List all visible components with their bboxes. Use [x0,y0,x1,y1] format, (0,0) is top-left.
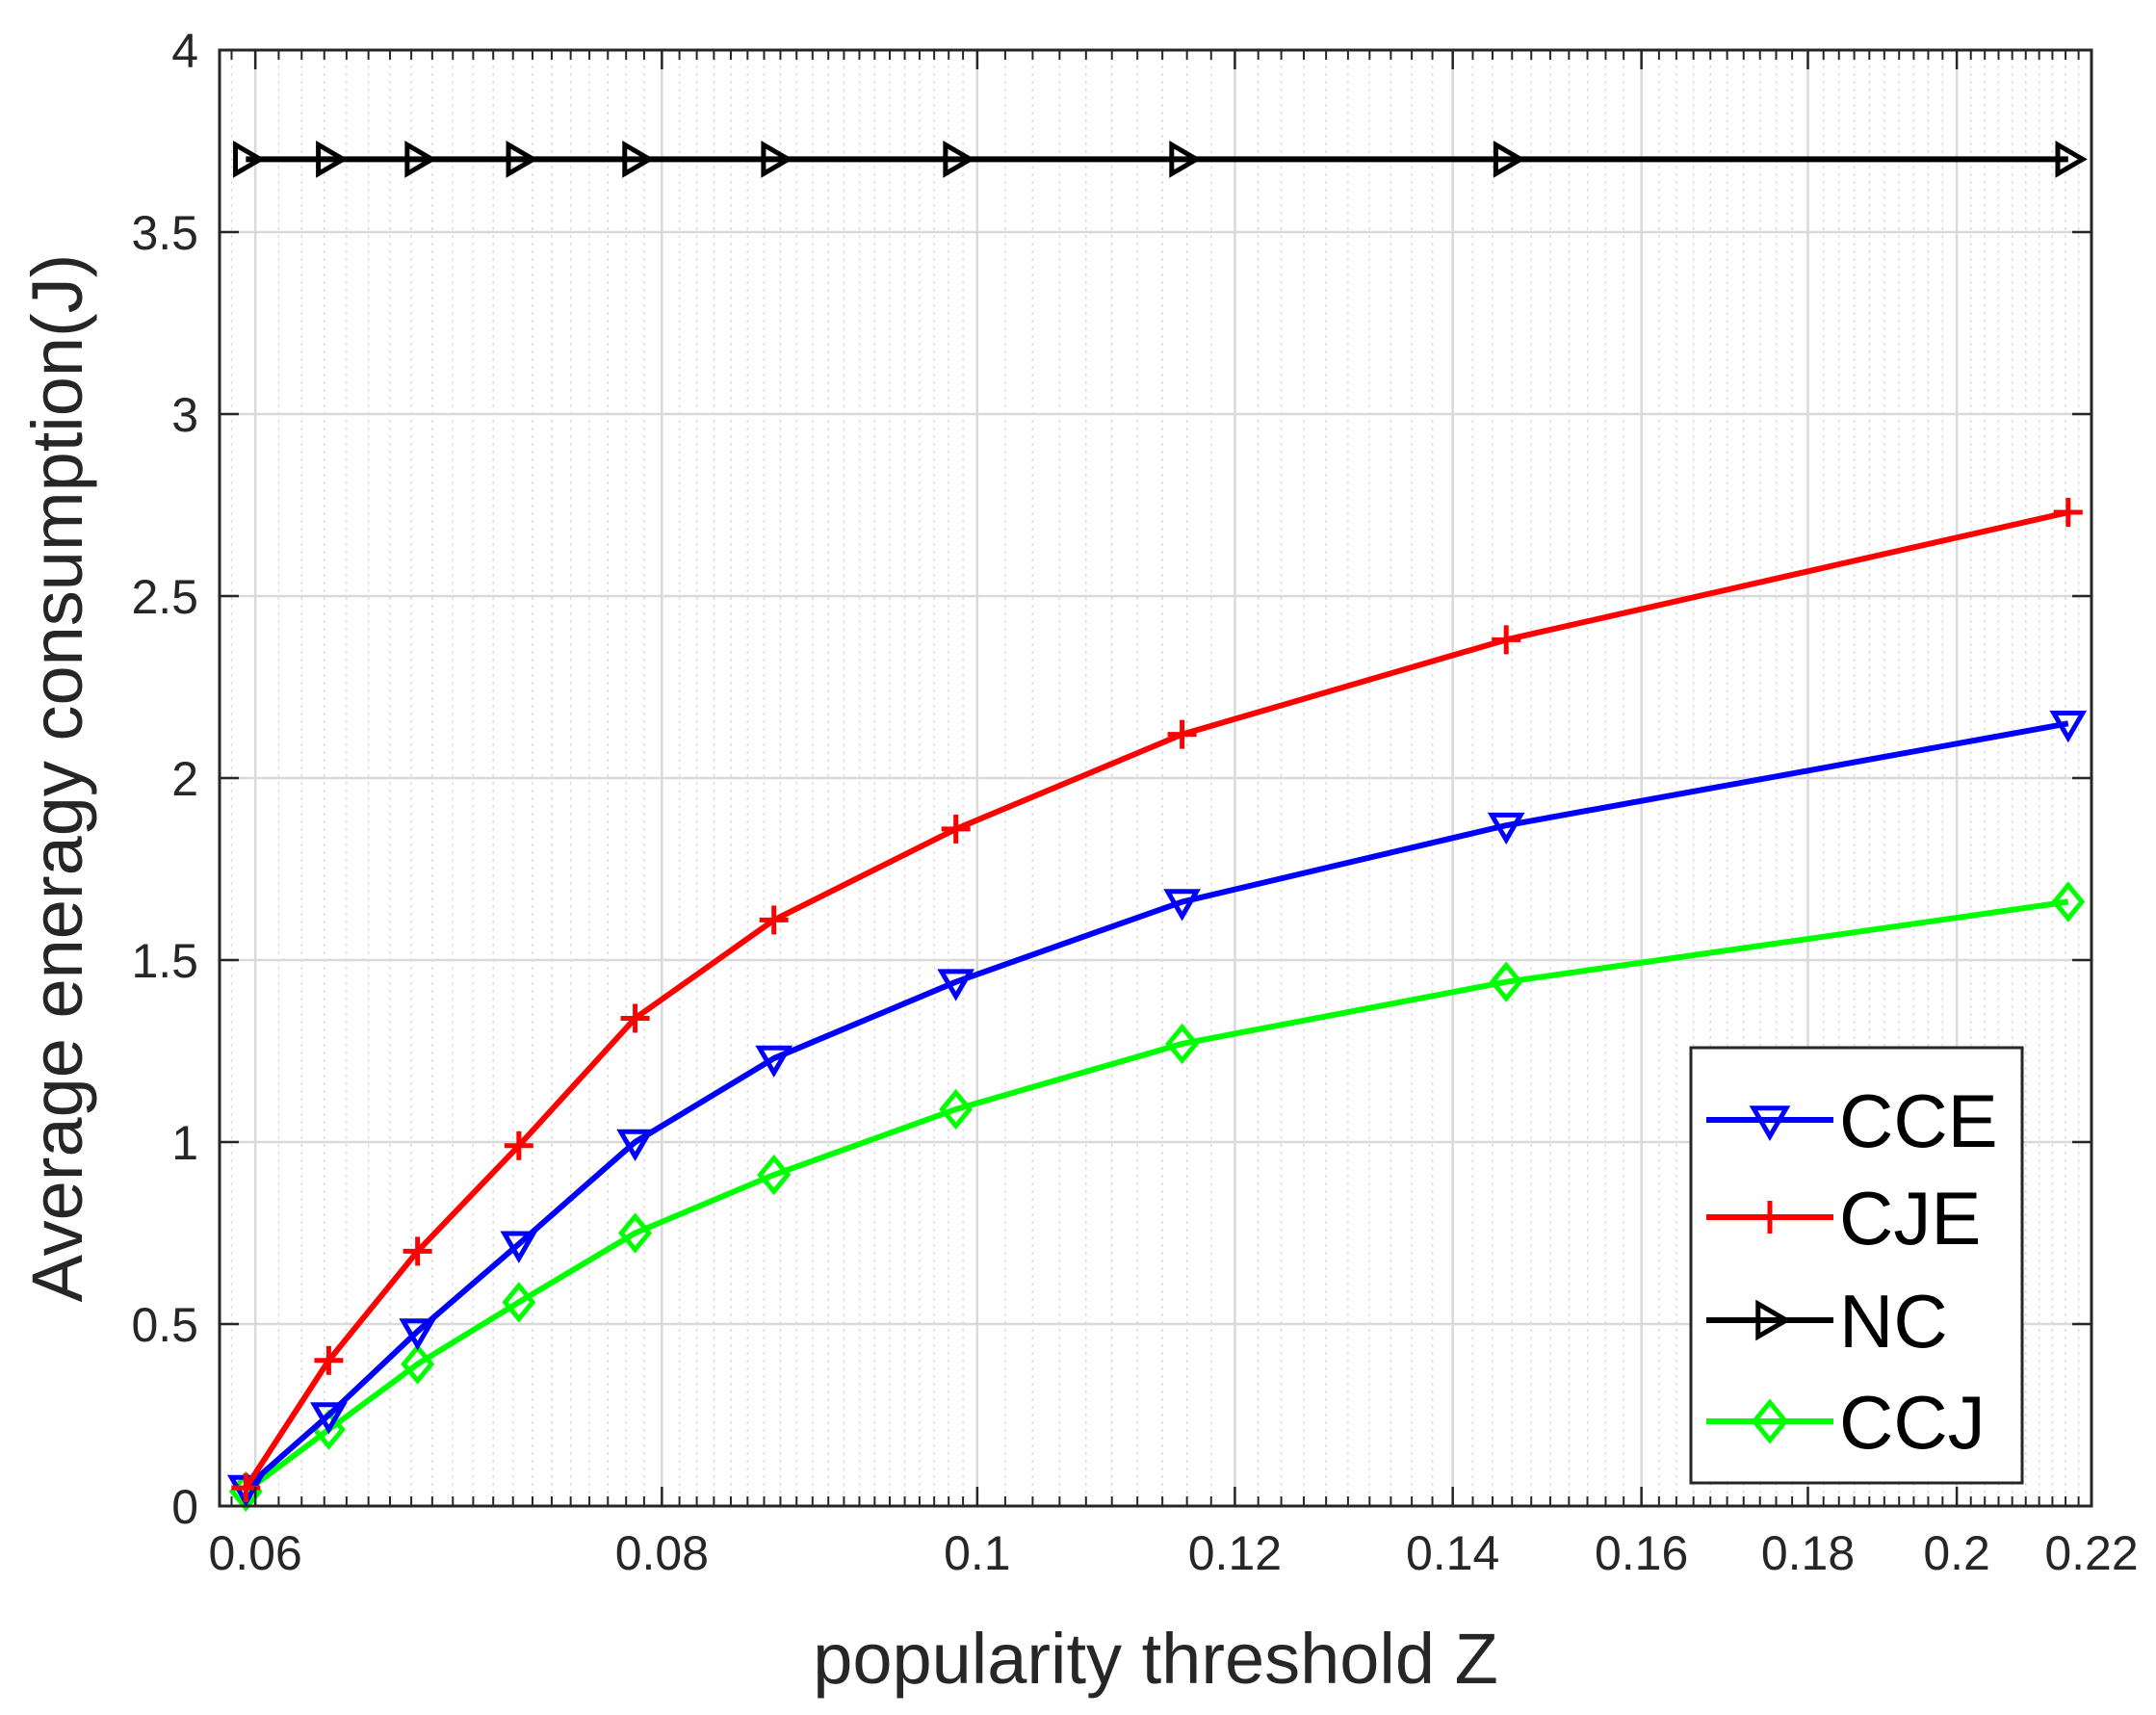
series-line-ccj [244,898,2069,1494]
y-tick-label: 0.5 [131,1298,198,1352]
data-point-nc [233,141,266,178]
x-tick-label: 0.14 [1406,1526,1499,1580]
data-point-cje [2053,498,2083,528]
data-point-nc [943,141,975,178]
x-tick-label: 0.06 [208,1526,301,1580]
y-tick-label: 3 [171,388,198,442]
x-tick-label: 0.16 [1595,1526,1688,1580]
data-point-nc [2055,141,2088,178]
series-nc [233,141,2088,178]
legend-marker [1753,1201,1786,1234]
data-point-cce [755,1045,793,1078]
y-tick-label: 2 [171,752,198,806]
data-point-ccj [2051,881,2086,922]
tick-layer: 0.06 0.08 0.1 0.12 0.14 0.16 0.18 0.2 0.22 0 0.5 1 1… [131,24,2138,1580]
legend-item-nc: NC [1706,1279,1948,1364]
legend-item-cce: CCE [1706,1078,1998,1163]
data-point-ccj [1489,961,1523,1002]
data-point-nc [1493,141,1526,178]
data-point-nc [1169,141,1202,178]
x-tick-label: 0.08 [615,1526,709,1580]
series-line-cce [244,720,2069,1491]
series-layer [226,141,2088,1513]
data-point-ccj [618,1212,653,1254]
data-point-cce [937,969,975,1001]
data-point-cje [403,1236,432,1266]
data-point-ccj [401,1343,435,1385]
y-tick-label: 2.5 [131,570,198,624]
x-tick-label: 0.2 [1923,1526,1990,1580]
legend-marker [1751,1398,1789,1444]
data-point-cje [759,905,789,935]
legend-label: CCJ [1839,1380,1986,1465]
data-point-cce [399,1318,437,1351]
series-line-cje [243,509,2069,1490]
data-point-cce [616,1129,654,1161]
legend-item-ccj: CCJ [1706,1380,1986,1465]
data-point-ccj [939,1088,974,1130]
data-point-cje [504,1130,533,1160]
data-point-nc [316,141,349,178]
data-point-cce [1487,812,1525,845]
data-point-cje [941,814,971,844]
y-tick-label: 4 [171,24,198,78]
data-point-cce [2049,711,2088,743]
x-axis-label: popularity threshold Z [813,1619,1498,1699]
data-point-cje [314,1345,344,1375]
data-point-cje [1167,719,1197,749]
data-point-ccj [502,1282,536,1323]
data-point-ccj [757,1154,792,1196]
x-tick-label: 0.1 [944,1526,1011,1580]
data-point-nc [404,141,437,178]
series-cje [231,498,2083,1503]
data-point-cce [310,1402,348,1435]
data-point-nc [622,141,655,178]
data-point-cce [500,1231,538,1263]
data-point-nc [761,141,793,178]
data-point-cje [1492,625,1521,655]
data-point-cce [1163,889,1201,922]
x-tick-label: 0.22 [2044,1526,2138,1580]
y-tick-label: 3.5 [131,206,198,260]
x-tick-label: 0.12 [1188,1526,1282,1580]
x-tick-label: 0.18 [1761,1526,1855,1580]
data-point-ccj [1165,1023,1200,1065]
legend-label: CCE [1839,1078,1998,1163]
legend-label: CJE [1839,1176,1981,1260]
data-point-nc [506,141,538,178]
legend-marker [1755,1299,1791,1341]
legend: CCE CJE NC CCJ [1689,1046,2024,1485]
legend-label: NC [1839,1279,1948,1364]
y-tick-label: 0 [171,1480,198,1534]
y-axis-label: Average eneragy consumption(J) [17,254,97,1303]
legend-item-cje: CJE [1706,1176,1981,1260]
y-tick-label: 1 [171,1116,198,1170]
data-point-cje [620,1003,650,1033]
y-tick-label: 1.5 [131,934,198,988]
legend-marker [1749,1105,1791,1141]
